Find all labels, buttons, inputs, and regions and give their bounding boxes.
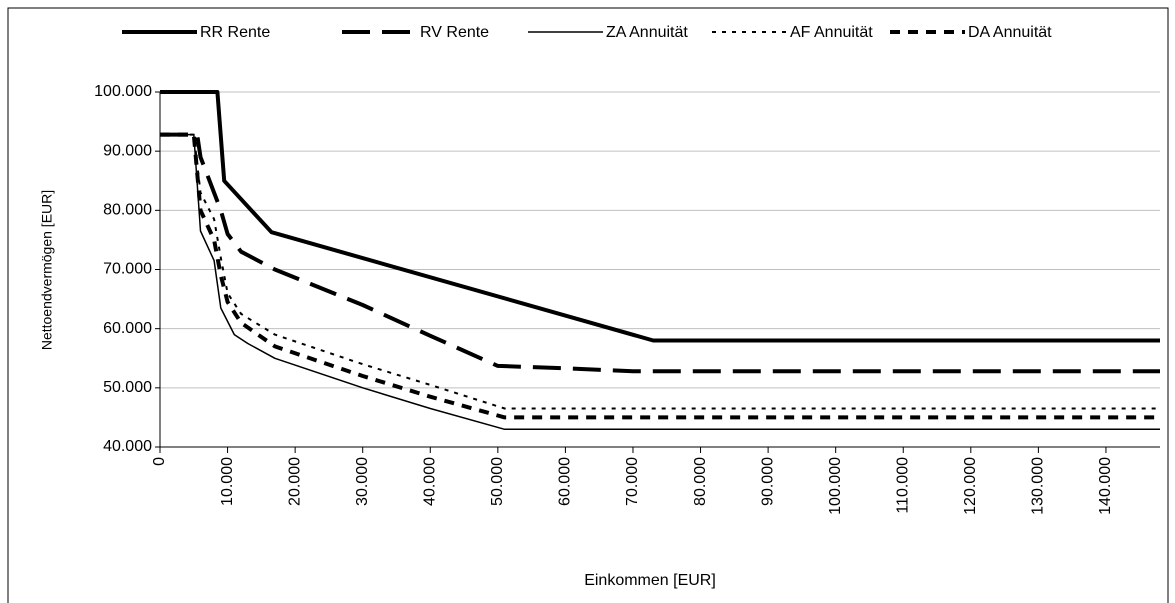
y-tick-label: 100.000 — [94, 83, 152, 100]
y-tick-label: 70.000 — [103, 261, 152, 278]
legend-label: DA Annuität — [968, 24, 1052, 41]
legend-label: RV Rente — [420, 24, 489, 41]
x-tick-label: 140.000 — [1097, 457, 1114, 515]
x-tick-label: 100.000 — [827, 457, 844, 515]
series-line — [160, 90, 1160, 343]
x-tick-label: 90.000 — [759, 457, 776, 506]
series-line — [160, 132, 1160, 374]
x-tick-label: 50.000 — [489, 457, 506, 506]
legend-label: ZA Annuität — [606, 24, 688, 41]
x-tick-label: 70.000 — [624, 457, 641, 506]
series-line — [160, 133, 1160, 410]
x-tick-label: 80.000 — [692, 457, 709, 506]
x-tick-label: 120.000 — [962, 457, 979, 515]
chart-frame — [7, 7, 1169, 603]
y-axis-title: Nettoendvermögen [EUR] — [39, 190, 55, 350]
x-tick-label: 0 — [151, 457, 168, 466]
series-line — [160, 133, 1160, 431]
x-tick-label: 30.000 — [354, 457, 371, 506]
y-tick-label: 40.000 — [103, 438, 152, 455]
x-tick-label: 40.000 — [421, 457, 438, 506]
y-tick-label: 80.000 — [103, 202, 152, 219]
legend-label: AF Annuität — [790, 24, 873, 41]
x-axis-title: Einkommen [EUR] — [584, 572, 716, 589]
legend-label: RR Rente — [200, 24, 270, 41]
y-tick-label: 50.000 — [103, 379, 152, 396]
x-tick-label: 20.000 — [286, 457, 303, 506]
x-tick-label: 10.000 — [219, 457, 236, 506]
x-tick-label: 130.000 — [1030, 457, 1047, 515]
series-line — [160, 132, 1160, 420]
x-tick-label: 110.000 — [894, 457, 911, 514]
y-tick-label: 90.000 — [103, 142, 152, 159]
x-tick-label: 60.000 — [557, 457, 574, 506]
y-tick-label: 60.000 — [103, 320, 152, 337]
